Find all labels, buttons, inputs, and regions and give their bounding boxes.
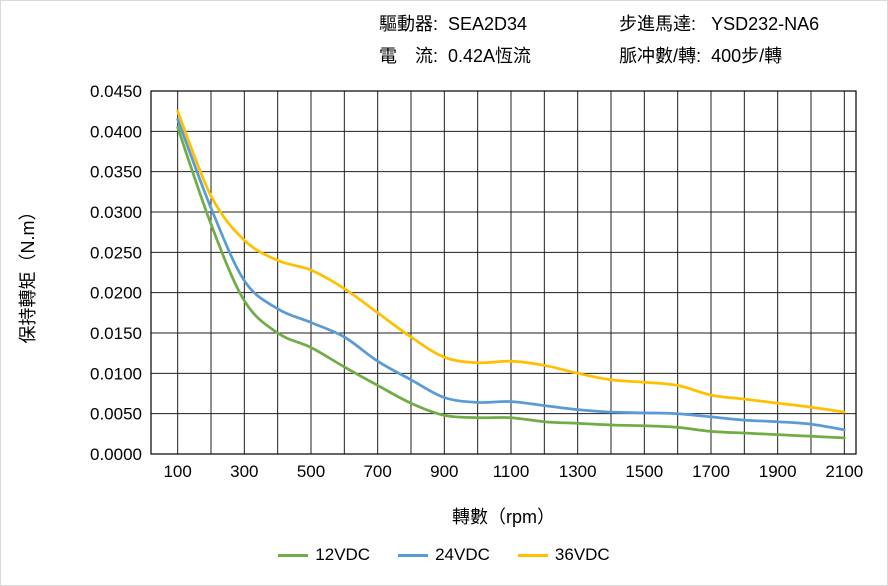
y-tick-label: 0.0250 [90, 243, 142, 262]
x-tick-label: 1100 [493, 462, 530, 481]
x-tick-label: 1900 [759, 462, 797, 481]
x-tick-label: 300 [230, 462, 258, 481]
x-tick-label: 1300 [559, 462, 597, 481]
header-right-group: 步進馬達: YSD232-NA6 脈冲數/轉: 400步/轉 [619, 11, 819, 69]
series-line-24vdc [176, 117, 846, 432]
x-axis-title: 轉數（rpm） [452, 507, 555, 527]
x-tick-label: 500 [297, 462, 325, 481]
y-tick-label: 0.0300 [90, 203, 142, 222]
legend-label-24vdc: 24VDC [435, 545, 490, 564]
x-tick-label: 1700 [692, 462, 730, 481]
legend-line-24vdc [398, 553, 429, 557]
motor-label: 步進馬達: [619, 14, 697, 34]
x-tick-label: 700 [363, 462, 391, 481]
current-value: 0.42A恆流 [448, 46, 532, 67]
legend-line-36vdc [517, 553, 548, 557]
y-tick-label: 0.0350 [90, 163, 142, 182]
legend-label-36vdc: 36VDC [554, 545, 610, 564]
y-tick-label: 0.0450 [90, 82, 142, 101]
pulses-label: 脈冲數/轉: [619, 46, 702, 67]
chart-header: 驅動器: SEA2D34 電 流: 0.42A恆流 步進馬達: YSD232-N… [379, 11, 819, 69]
legend-item-36vdc: 36VDC [517, 545, 610, 565]
legend-item-24vdc: 24VDC [398, 545, 490, 565]
y-tick-label: 0.0400 [90, 122, 142, 141]
y-tick-label: 0.0200 [90, 284, 142, 303]
legend-item-12vdc: 12VDC [278, 545, 370, 565]
legend-line-12vdc [278, 553, 309, 557]
pulses-value: 400步/轉 [711, 46, 783, 67]
chart-legend: 12VDC 24VDC 36VDC [1, 545, 887, 565]
x-tick-label: 100 [163, 462, 191, 481]
current-label: 電 流: [379, 46, 439, 67]
x-tick-label: 1500 [625, 462, 663, 481]
series-line-12vdc [176, 125, 846, 440]
y-tick-label: 0.0000 [90, 445, 142, 464]
driver-label: 驅動器: [379, 14, 439, 34]
y-axis-title: 保持轉矩（N.m） [18, 202, 38, 344]
plot-border [150, 90, 857, 455]
y-tick-label: 0.0150 [90, 324, 142, 343]
series-line-36vdc [176, 109, 846, 414]
legend-label-12vdc: 12VDC [315, 545, 371, 564]
header-left-group: 驅動器: SEA2D34 電 流: 0.42A恆流 [379, 11, 531, 69]
x-tick-label: 900 [430, 462, 458, 481]
y-tick-label: 0.0100 [90, 364, 142, 383]
motor-value: YSD232-NA6 [711, 14, 820, 34]
y-tick-label: 0.0050 [90, 405, 142, 424]
x-tick-label: 2100 [825, 462, 863, 481]
driver-value: SEA2D34 [448, 14, 528, 34]
